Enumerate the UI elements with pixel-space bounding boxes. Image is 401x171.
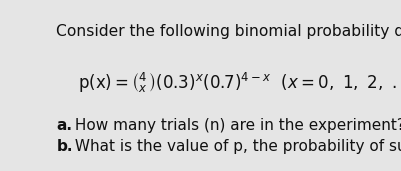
Text: Consider the following binomial probability distribution.: Consider the following binomial probabil…: [56, 24, 401, 40]
Text: b.: b.: [56, 139, 73, 154]
Text: What is the value of p, the probability of success?: What is the value of p, the probability …: [70, 139, 401, 154]
Text: $\mathrm{p(x)} = \binom{4}{x}(0.3)^x(0.7)^{4-x}\ \ (x=0,\ 1,\ 2,\ ...,\ 4)$: $\mathrm{p(x)} = \binom{4}{x}(0.3)^x(0.7…: [78, 71, 401, 95]
Text: How many trials (n) are in the experiment?: How many trials (n) are in the experimen…: [70, 118, 401, 133]
Text: a.: a.: [56, 118, 72, 133]
